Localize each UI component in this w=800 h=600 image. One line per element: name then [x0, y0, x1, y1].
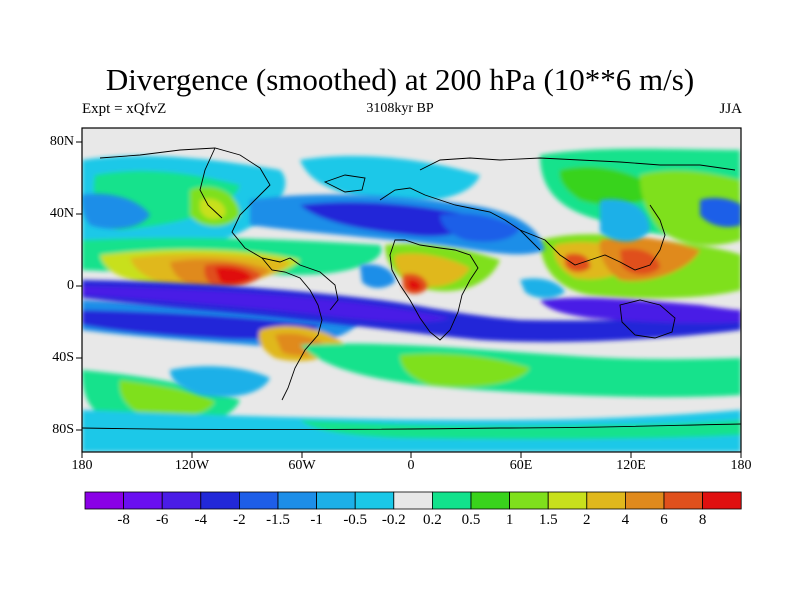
- colorbar-label: -1: [310, 512, 323, 528]
- colorbar-swatch: [586, 491, 626, 510]
- colorbar-swatch: [354, 491, 395, 510]
- colorbar-label: -0.5: [343, 512, 368, 528]
- chart-title: Divergence (smoothed) at 200 hPa (10**6 …: [105, 62, 695, 97]
- colorbar-swatch: [123, 491, 163, 510]
- x-tick-label: 180: [71, 458, 93, 473]
- colorbar-swatch: [509, 491, 549, 510]
- colorbar-label: 0.2: [423, 512, 442, 528]
- x-tick-label: 120W: [174, 458, 210, 473]
- x-tick-label: 180: [730, 458, 752, 473]
- y-tick-label: 80N: [49, 134, 74, 149]
- colorbar-label: 1: [505, 512, 514, 528]
- experiment-label: Expt = xQfvZ: [82, 101, 167, 117]
- colorbar-swatch: [431, 491, 472, 510]
- y-tick-label: 40N: [49, 206, 74, 221]
- colorbar-label: -1.5: [266, 512, 290, 528]
- season-label: JJA: [719, 101, 742, 117]
- colorbar-label: -0.2: [381, 512, 406, 528]
- colorbar-swatch: [470, 491, 510, 510]
- x-tick-label: 0: [407, 458, 415, 473]
- colorbar-swatch: [84, 491, 124, 510]
- colorbar-label: 6: [660, 512, 668, 528]
- colorbar-label: 4: [621, 512, 630, 528]
- x-tick-label: 60E: [509, 458, 533, 473]
- colorbar-swatch: [702, 491, 742, 510]
- colorbar-swatch: [161, 491, 202, 510]
- coastlines: [82, 147, 741, 430]
- colorbar-label: 0.5: [461, 512, 481, 528]
- x-tick-label: 60W: [288, 458, 316, 473]
- colorbar-swatch: [393, 491, 433, 510]
- y-tick-label: 0: [67, 278, 74, 293]
- colorbar-label: -2: [233, 512, 246, 528]
- colorbar-swatch: [277, 491, 317, 510]
- y-tick-label: 80S: [52, 422, 74, 437]
- colorbar-label: -6: [155, 512, 169, 528]
- colorbar-label: 1.5: [538, 512, 558, 528]
- axis-ticks: [76, 141, 742, 458]
- colorbar-label: -8: [117, 512, 130, 528]
- colorbar-swatch: [316, 491, 356, 510]
- colorbar-label: 8: [698, 512, 707, 528]
- y-tick-label: 40S: [52, 350, 74, 365]
- colorbar-swatch: [200, 491, 240, 510]
- colorbar-swatch: [625, 491, 665, 510]
- time-label: 3108kyr BP: [366, 101, 434, 116]
- colorbar-swatch: [238, 491, 279, 510]
- colorbar-swatch: [547, 491, 588, 510]
- colorbar-swatch: [663, 491, 703, 510]
- colorbar-label: -4: [194, 512, 208, 528]
- map-field: [82, 128, 741, 452]
- colorbar-label: 2: [583, 512, 591, 528]
- x-tick-label: 120E: [616, 458, 646, 473]
